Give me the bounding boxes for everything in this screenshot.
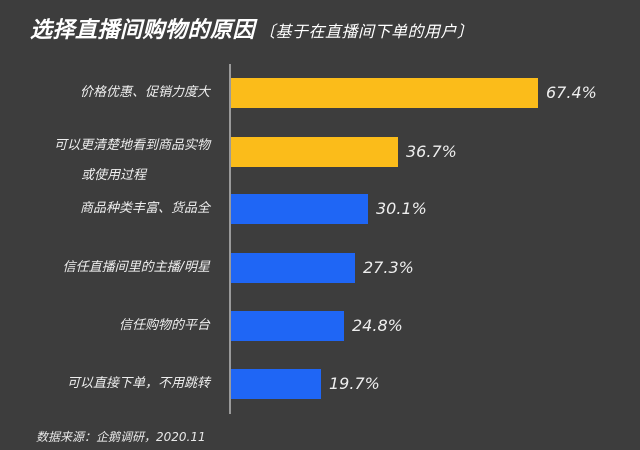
category-label: 可以更清楚地看到商品实物或使用过程	[54, 133, 210, 189]
category-label: 价格优惠、促销力度大	[79, 85, 210, 100]
bar-row: 信任购物的平台 24.8%	[0, 311, 640, 341]
category-label-line: 或使用过程	[80, 168, 146, 183]
category-label: 信任购物的平台	[118, 318, 210, 333]
data-source-note: 数据来源：企鹅调研，2020.11	[36, 430, 206, 444]
bar-row: 可以更清楚地看到商品实物或使用过程 36.7%	[0, 137, 640, 183]
bar-row: 可以直接下单，不用跳转 19.7%	[0, 369, 640, 399]
bar	[231, 311, 344, 341]
bar	[231, 137, 398, 167]
value-label: 27.3%	[363, 258, 414, 277]
chart-title-main: 选择直播间购物的原因	[30, 18, 256, 43]
category-label: 可以直接下单，不用跳转	[66, 376, 210, 391]
bar-row: 商品种类丰富、货品全 30.1%	[0, 194, 640, 224]
bar-row: 信任直播间里的主播/明星 27.3%	[0, 253, 640, 283]
bar	[231, 78, 538, 108]
y-axis-line	[229, 64, 231, 414]
category-label: 信任直播间里的主播/明星	[62, 260, 210, 275]
bar	[231, 369, 321, 399]
value-label: 24.8%	[352, 316, 403, 335]
value-label: 30.1%	[376, 199, 427, 218]
category-label-line: 可以更清楚地看到商品实物	[53, 138, 210, 153]
value-label: 19.7%	[329, 374, 380, 393]
bar	[231, 253, 355, 283]
bar	[231, 194, 368, 224]
value-label: 67.4%	[546, 83, 597, 102]
category-label: 商品种类丰富、货品全	[79, 201, 210, 216]
bar-row: 价格优惠、促销力度大 67.4%	[0, 78, 640, 108]
chart-title: 选择直播间购物的原因 〔基于在直播间下单的用户〕	[30, 12, 474, 44]
value-label: 36.7%	[406, 142, 457, 161]
chart-title-subtitle: 〔基于在直播间下单的用户〕	[259, 22, 474, 41]
